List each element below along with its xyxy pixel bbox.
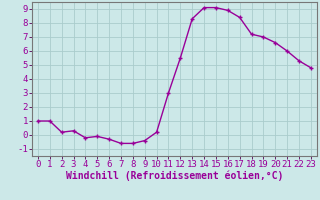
X-axis label: Windchill (Refroidissement éolien,°C): Windchill (Refroidissement éolien,°C) [66,171,283,181]
